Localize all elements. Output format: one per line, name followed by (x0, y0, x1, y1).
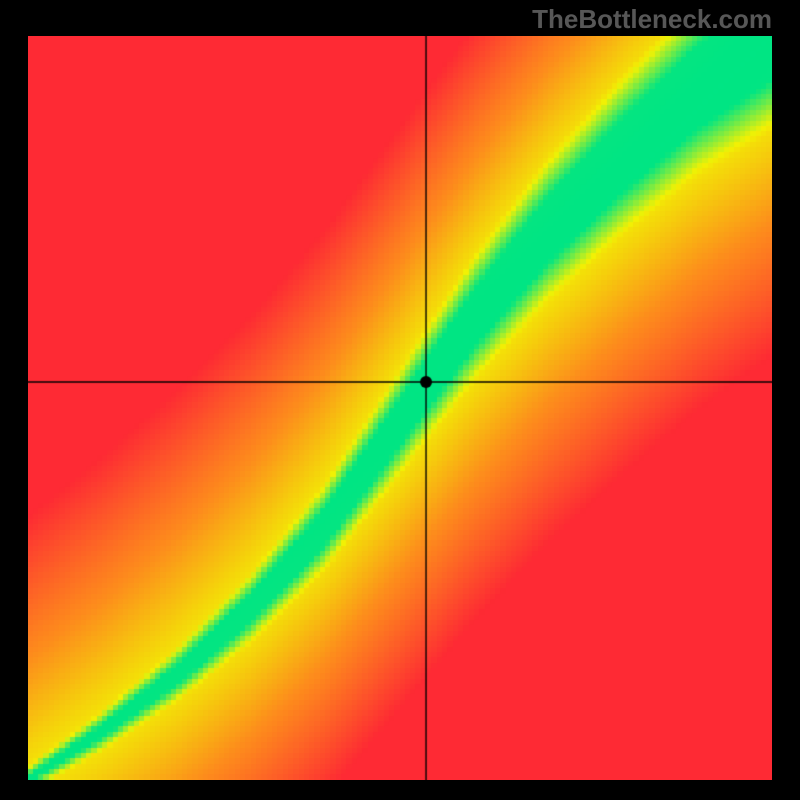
chart-container: TheBottleneck.com (0, 0, 800, 800)
bottleneck-heatmap (28, 36, 772, 780)
watermark-text: TheBottleneck.com (532, 4, 772, 35)
